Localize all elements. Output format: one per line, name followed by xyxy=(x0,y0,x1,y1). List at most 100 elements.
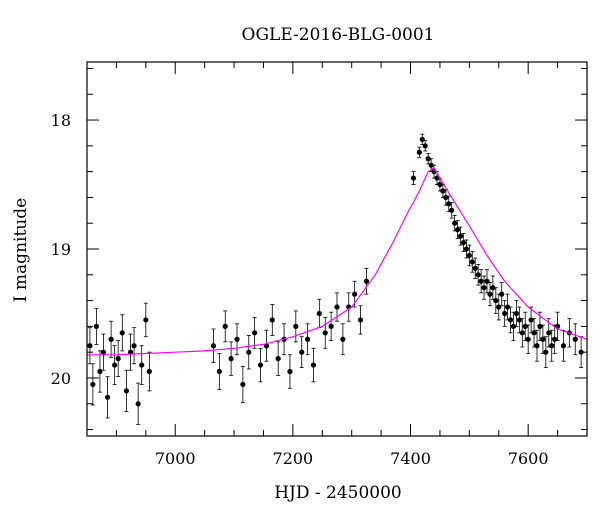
data-marker xyxy=(552,336,558,342)
data-marker xyxy=(316,310,322,317)
data-marker xyxy=(496,304,502,310)
data-marker xyxy=(275,356,281,362)
data-marker xyxy=(487,291,493,297)
data-marker xyxy=(257,362,264,368)
data-marker xyxy=(525,336,531,342)
data-marker xyxy=(472,265,478,271)
data-point xyxy=(554,311,561,341)
data-point xyxy=(90,363,96,406)
data-point xyxy=(328,311,334,341)
data-marker xyxy=(269,317,275,323)
data-marker xyxy=(560,343,567,349)
data-point xyxy=(340,323,346,356)
data-marker xyxy=(340,336,346,342)
y-tick-label: 18 xyxy=(51,111,71,130)
data-point xyxy=(123,369,130,412)
data-marker xyxy=(549,343,555,349)
y-tick-label: 20 xyxy=(51,369,71,388)
data-marker xyxy=(499,291,505,297)
data-point xyxy=(131,327,137,365)
data-point xyxy=(466,244,472,267)
plot-frame xyxy=(86,61,588,437)
data-marker xyxy=(119,330,125,336)
y-tick-label: 19 xyxy=(51,240,71,259)
data-point xyxy=(257,347,264,383)
data-marker xyxy=(115,356,121,362)
data-marker xyxy=(572,336,578,342)
x-tick-label: 7200 xyxy=(273,449,314,468)
data-point xyxy=(493,287,499,314)
data-marker xyxy=(135,401,141,407)
data-point xyxy=(540,324,546,354)
data-marker xyxy=(143,317,149,323)
data-point xyxy=(531,318,537,348)
data-point xyxy=(93,307,100,345)
data-point xyxy=(269,304,275,336)
data-marker xyxy=(240,381,246,388)
data-point xyxy=(560,329,567,362)
data-marker xyxy=(97,368,103,375)
data-point xyxy=(549,329,555,362)
data-marker xyxy=(546,330,552,336)
data-point xyxy=(510,311,517,341)
x-tick-label: 7400 xyxy=(390,449,431,468)
data-point xyxy=(410,171,417,185)
data-marker xyxy=(446,201,452,207)
data-point xyxy=(460,233,467,252)
data-marker xyxy=(328,323,334,329)
data-marker xyxy=(502,310,508,317)
data-marker xyxy=(469,259,475,265)
data-marker xyxy=(416,149,422,155)
data-marker xyxy=(100,349,107,355)
data-marker xyxy=(127,349,134,355)
data-point xyxy=(293,310,299,343)
data-point xyxy=(516,306,522,334)
data-marker xyxy=(304,336,311,342)
data-point xyxy=(546,318,552,348)
y-axis: 18 19 20 xyxy=(51,67,587,431)
data-marker xyxy=(449,207,455,213)
data-point xyxy=(552,324,558,354)
data-point xyxy=(475,264,481,286)
data-marker xyxy=(419,136,425,142)
data-marker xyxy=(443,194,449,201)
data-marker xyxy=(363,278,370,284)
data-marker xyxy=(425,156,431,162)
data-point xyxy=(363,267,370,295)
data-point xyxy=(322,316,328,349)
data-marker xyxy=(352,291,358,297)
data-point xyxy=(419,133,425,145)
data-point xyxy=(304,323,311,356)
data-point xyxy=(104,376,111,419)
data-marker xyxy=(475,272,481,278)
data-marker xyxy=(484,278,490,284)
data-point xyxy=(572,323,578,356)
data-marker xyxy=(357,317,364,323)
data-point xyxy=(416,146,422,158)
data-marker xyxy=(537,323,543,329)
data-marker xyxy=(516,317,522,323)
data-marker xyxy=(522,323,528,329)
data-point xyxy=(112,345,118,385)
data-marker xyxy=(322,330,328,336)
data-marker xyxy=(452,220,458,226)
data-marker xyxy=(112,362,118,368)
data-marker xyxy=(493,297,499,304)
data-marker xyxy=(507,317,514,323)
data-marker xyxy=(87,343,93,349)
data-point xyxy=(252,316,258,349)
data-point xyxy=(299,336,305,369)
data-marker xyxy=(437,181,443,188)
data-point xyxy=(487,282,493,307)
x-tick-label: 7600 xyxy=(508,449,549,468)
data-point xyxy=(127,333,134,371)
data-marker xyxy=(93,323,100,329)
x-axis-label: HJD - 2450000 xyxy=(274,483,402,503)
data-marker xyxy=(299,349,305,355)
data-point xyxy=(425,153,431,165)
data-marker xyxy=(428,162,434,168)
data-marker xyxy=(410,175,417,181)
data-marker xyxy=(293,323,299,329)
data-point xyxy=(100,333,107,371)
data-point xyxy=(119,314,125,352)
